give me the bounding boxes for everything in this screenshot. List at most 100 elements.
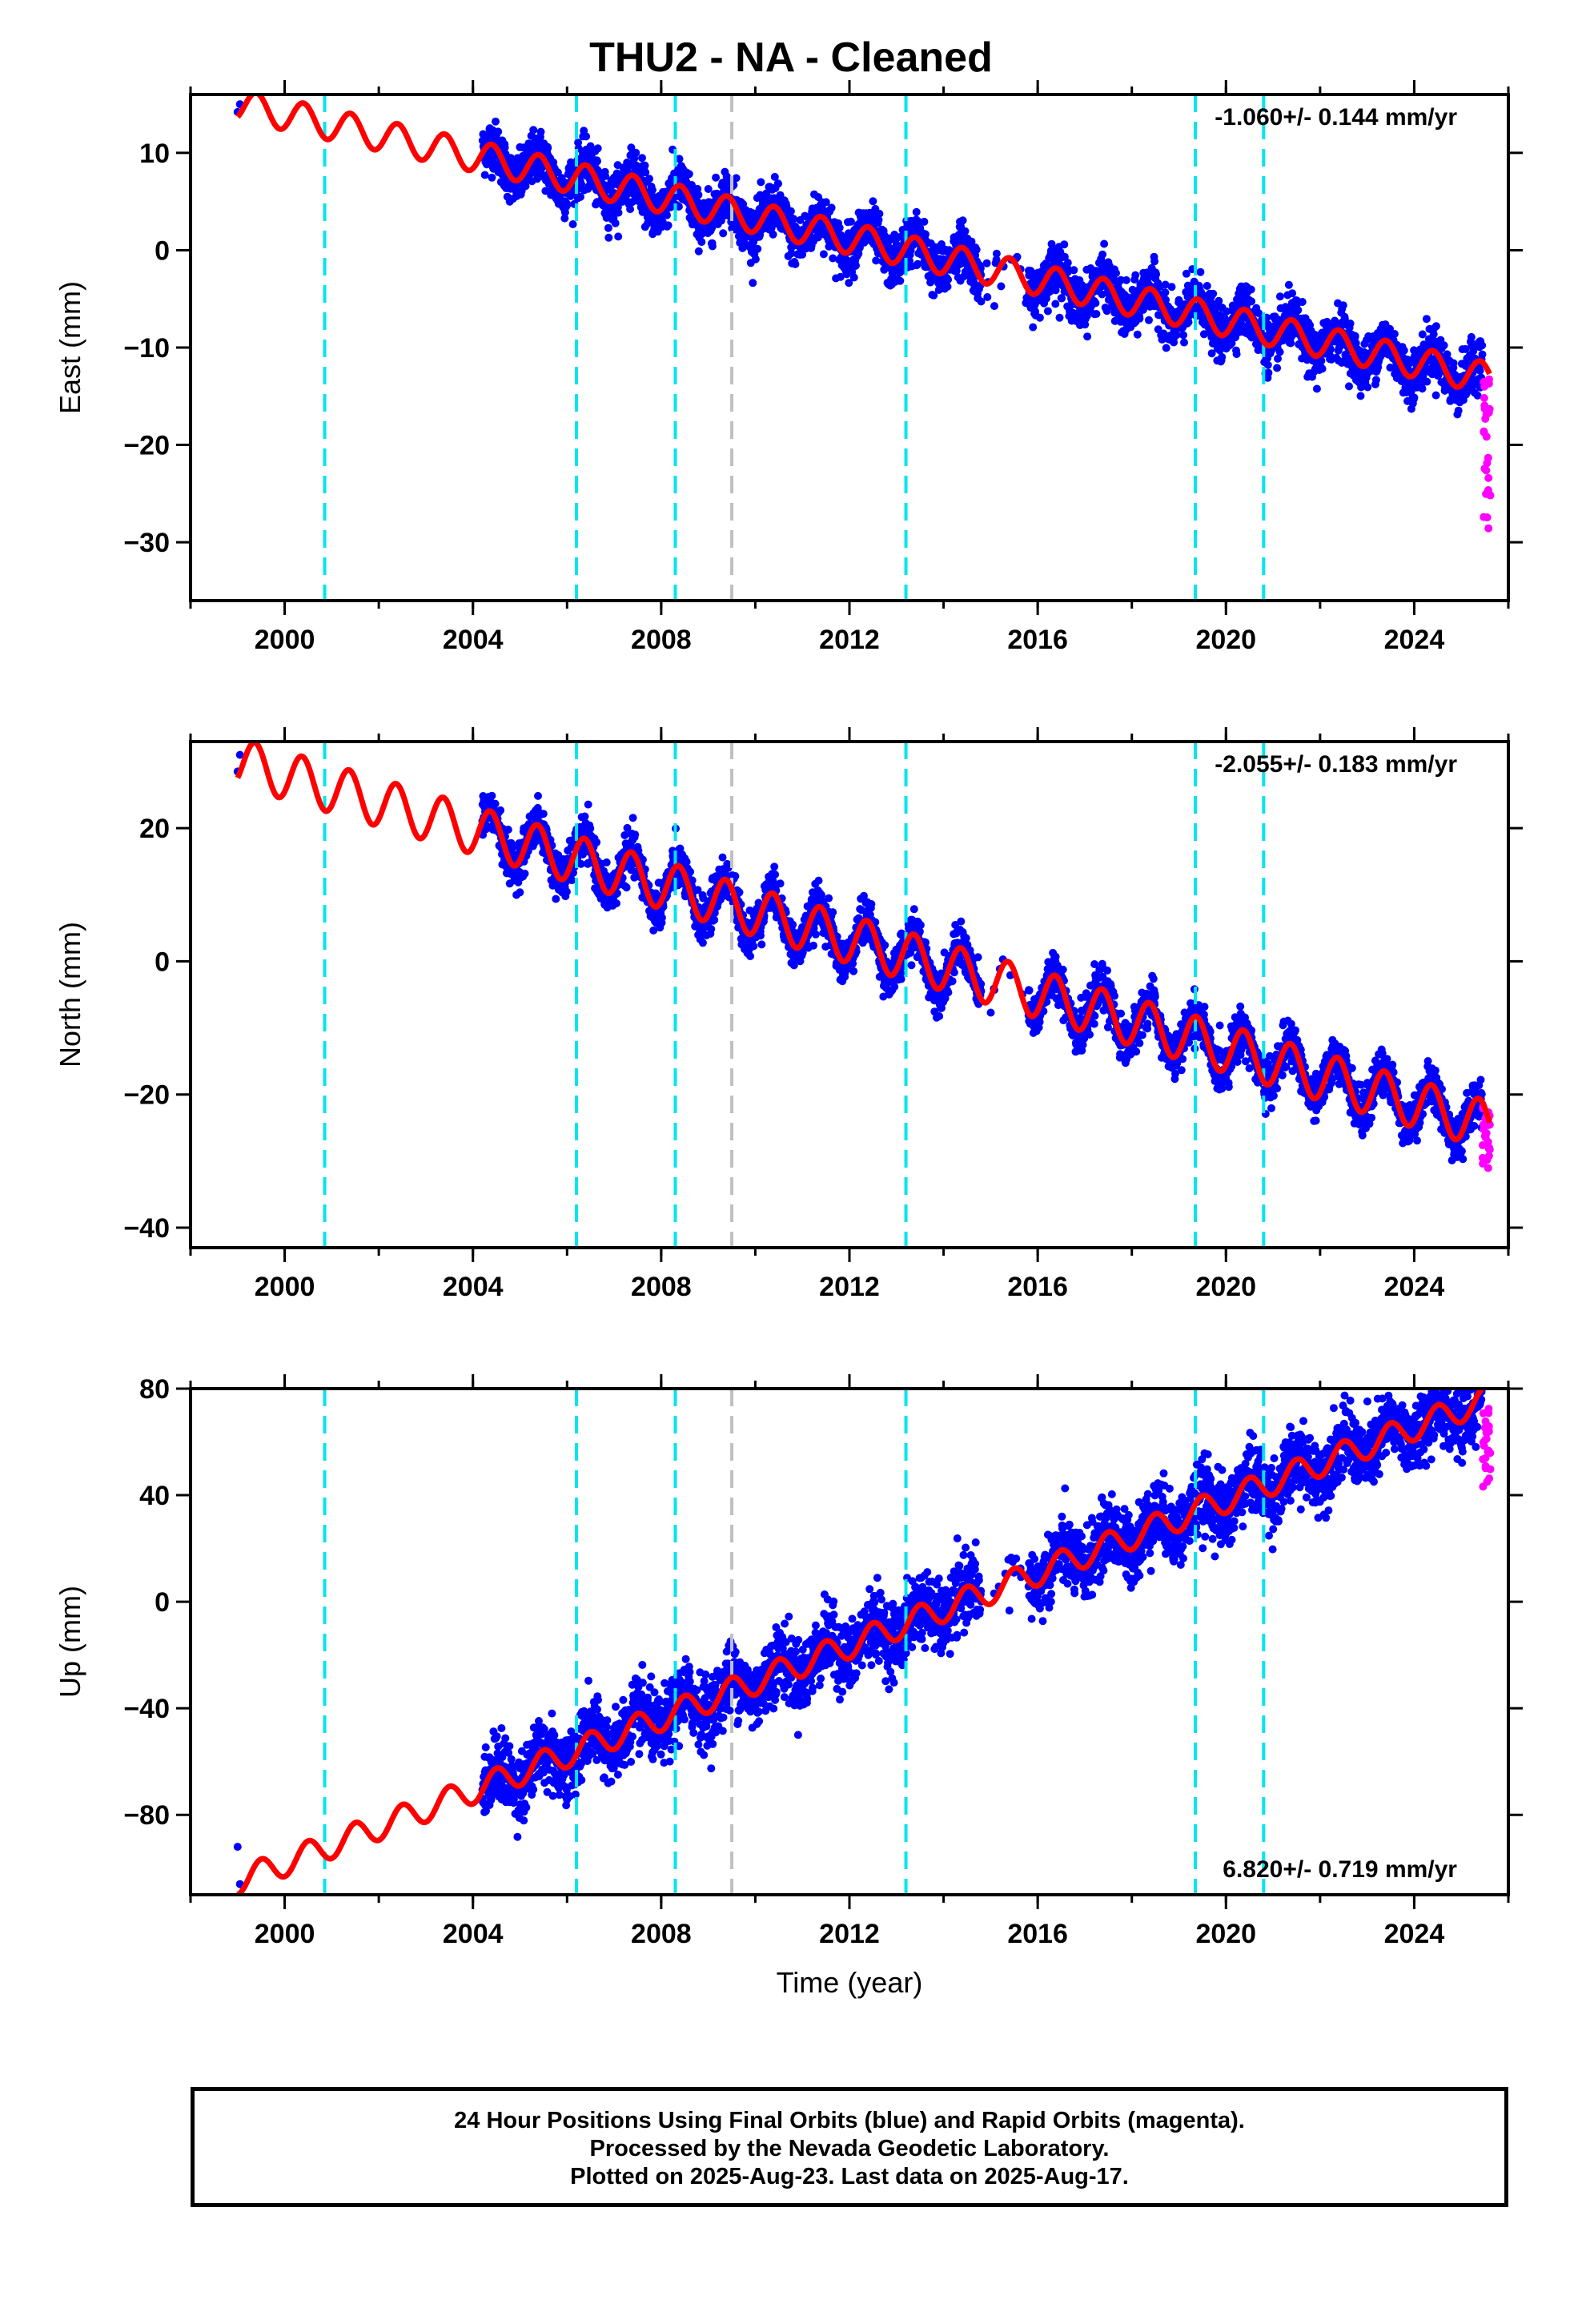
data-point bbox=[622, 883, 631, 892]
data-point bbox=[1454, 406, 1463, 415]
data-point bbox=[1351, 332, 1359, 340]
x-tick-label: 2012 bbox=[819, 625, 880, 655]
data-point bbox=[1327, 345, 1335, 354]
data-point bbox=[1284, 280, 1293, 289]
data-point bbox=[852, 261, 860, 270]
data-point bbox=[612, 899, 620, 907]
data-point bbox=[1274, 354, 1282, 363]
data-point bbox=[1170, 338, 1178, 347]
data-point bbox=[819, 250, 828, 259]
data-point bbox=[983, 293, 992, 301]
data-point bbox=[1112, 269, 1120, 277]
data-point bbox=[849, 273, 858, 282]
data-point bbox=[500, 143, 509, 152]
data-point bbox=[757, 178, 765, 187]
data-point bbox=[829, 254, 837, 263]
data-point bbox=[1043, 307, 1052, 316]
data-point bbox=[1212, 303, 1221, 312]
data-point bbox=[872, 256, 881, 265]
data-point bbox=[682, 858, 691, 866]
rapid-orbit-points bbox=[1480, 375, 1495, 533]
data-point bbox=[1070, 266, 1078, 275]
data-point bbox=[1063, 259, 1072, 267]
data-point bbox=[686, 867, 695, 876]
data-point bbox=[921, 230, 930, 239]
data-point bbox=[1443, 350, 1452, 359]
data-point bbox=[746, 952, 755, 960]
data-point bbox=[586, 142, 595, 151]
data-point bbox=[623, 823, 632, 832]
data-point bbox=[693, 886, 702, 895]
data-point bbox=[541, 187, 550, 195]
data-point bbox=[1209, 289, 1218, 298]
data-point bbox=[846, 217, 855, 226]
data-point bbox=[622, 191, 631, 199]
data-point bbox=[1390, 330, 1399, 338]
data-point bbox=[562, 887, 571, 896]
data-point bbox=[1431, 322, 1440, 331]
x-tick-label: 2000 bbox=[255, 625, 315, 655]
data-point bbox=[1247, 285, 1255, 294]
data-point bbox=[1478, 350, 1487, 359]
final-orbit-points bbox=[233, 750, 1487, 1164]
data-point bbox=[1339, 301, 1347, 310]
data-point bbox=[628, 814, 637, 822]
data-point bbox=[627, 143, 636, 152]
data-point bbox=[626, 205, 635, 214]
rapid-point bbox=[1480, 513, 1488, 521]
x-tick-label: 2004 bbox=[443, 625, 504, 655]
data-point bbox=[1273, 364, 1282, 372]
data-point bbox=[1232, 350, 1241, 359]
data-point bbox=[1029, 323, 1038, 332]
data-point bbox=[770, 862, 779, 871]
data-point bbox=[492, 117, 500, 126]
data-point bbox=[1150, 257, 1159, 266]
data-point bbox=[1051, 300, 1060, 308]
data-point bbox=[1183, 281, 1192, 290]
data-point bbox=[997, 282, 1006, 291]
rapid-point bbox=[1484, 524, 1493, 533]
data-point bbox=[491, 799, 500, 808]
plot-area bbox=[233, 742, 1494, 1248]
data-point bbox=[1098, 250, 1107, 259]
data-point bbox=[586, 824, 595, 833]
data-point bbox=[675, 155, 684, 163]
data-point bbox=[992, 255, 1001, 264]
data-point bbox=[694, 191, 703, 199]
data-point bbox=[632, 148, 640, 157]
data-point bbox=[1092, 310, 1101, 318]
data-point bbox=[1298, 298, 1307, 306]
data-point bbox=[568, 876, 576, 885]
data-point bbox=[1317, 356, 1326, 365]
y-tick-label: 0 bbox=[155, 235, 170, 266]
data-point bbox=[1203, 282, 1211, 290]
data-point bbox=[1287, 339, 1295, 348]
data-point bbox=[739, 199, 748, 208]
data-point bbox=[1356, 392, 1365, 400]
data-point bbox=[789, 215, 798, 223]
data-point bbox=[786, 207, 795, 215]
data-point bbox=[638, 855, 647, 864]
data-point bbox=[576, 859, 585, 868]
rapid-point bbox=[1486, 491, 1495, 500]
data-point bbox=[560, 214, 569, 223]
data-point bbox=[1218, 352, 1227, 361]
data-point bbox=[1091, 299, 1100, 308]
rapid-point bbox=[1480, 382, 1489, 391]
data-point bbox=[688, 876, 697, 885]
data-point bbox=[663, 211, 671, 219]
data-point bbox=[1255, 309, 1263, 317]
data-point bbox=[644, 219, 652, 227]
data-point bbox=[1172, 331, 1181, 340]
data-point bbox=[640, 161, 649, 170]
data-point bbox=[1179, 331, 1187, 340]
rapid-point bbox=[1480, 464, 1489, 473]
data-point bbox=[235, 750, 244, 759]
data-point bbox=[516, 888, 524, 897]
data-point bbox=[612, 889, 621, 898]
data-point bbox=[1083, 332, 1092, 341]
data-point bbox=[732, 174, 741, 183]
y-tick-label: −20 bbox=[123, 431, 170, 461]
final-orbit-points bbox=[233, 100, 1487, 419]
